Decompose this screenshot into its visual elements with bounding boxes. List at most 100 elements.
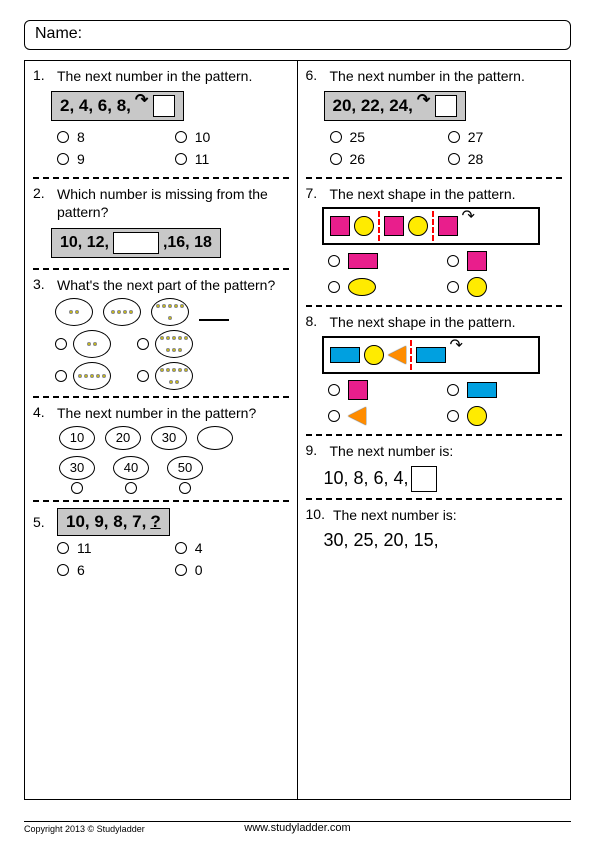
radio[interactable] xyxy=(447,384,459,396)
q6-sequence-box: 20, 22, 24, ↷ xyxy=(324,91,466,121)
blank-square xyxy=(411,466,437,492)
q8-text: The next shape in the pattern. xyxy=(330,313,563,331)
pink-rect-icon xyxy=(348,253,378,269)
q3-number: 3. xyxy=(33,276,49,292)
q5-sequence: 10, 9, 8, 7, xyxy=(66,512,146,532)
question-4: 4. The next number in the pattern? 10 20… xyxy=(33,404,289,494)
worksheet: 1. The next number in the pattern. 2, 4,… xyxy=(24,60,571,800)
choice-label: 26 xyxy=(350,151,366,167)
q10-number: 10. xyxy=(306,506,325,522)
yellow-circle-icon xyxy=(364,345,384,365)
divider xyxy=(306,498,563,500)
choice-label: 11 xyxy=(195,151,210,167)
orange-triangle-icon xyxy=(388,346,406,364)
q2-seq-left: 10, 12, xyxy=(60,234,109,252)
q1-sequence-box: 2, 4, 6, 8, ↷ xyxy=(51,91,184,121)
blue-rect-icon xyxy=(416,347,446,363)
q3-text: What's the next part of the pattern? xyxy=(57,276,289,294)
choice-label: 6 xyxy=(77,562,85,578)
radio[interactable] xyxy=(71,482,83,494)
radio[interactable] xyxy=(175,542,187,554)
radio[interactable] xyxy=(179,482,191,494)
q9-text: The next number is: xyxy=(330,442,563,460)
radio[interactable] xyxy=(328,384,340,396)
radio[interactable] xyxy=(175,131,187,143)
arrow-icon: ↷ xyxy=(462,206,475,226)
question-3: 3. What's the next part of the pattern? xyxy=(33,276,289,390)
radio[interactable] xyxy=(57,564,69,576)
q9-number: 9. xyxy=(306,442,322,458)
q10-text: The next number is: xyxy=(333,506,562,524)
yellow-circle-icon xyxy=(354,216,374,236)
dot-oval xyxy=(55,298,93,326)
footer-url: www.studyladder.com xyxy=(0,822,595,834)
q4-text: The next number in the pattern? xyxy=(57,404,289,422)
blue-rect-icon xyxy=(467,382,497,398)
number-oval: 50 xyxy=(167,456,203,480)
radio[interactable] xyxy=(175,564,187,576)
radio[interactable] xyxy=(330,131,342,143)
q6-sequence: 20, 22, 24, xyxy=(333,96,413,116)
radio[interactable] xyxy=(55,338,67,350)
question-10: 10. The next number is: 30, 25, 20, 15, xyxy=(306,506,563,551)
radio[interactable] xyxy=(125,482,137,494)
radio[interactable] xyxy=(447,281,459,293)
q7-pattern-box: ↷ xyxy=(322,207,540,245)
radio[interactable] xyxy=(57,542,69,554)
radio[interactable] xyxy=(448,153,460,165)
number-oval: 30 xyxy=(59,456,95,480)
radio[interactable] xyxy=(328,255,340,267)
radio[interactable] xyxy=(57,131,69,143)
q7-text: The next shape in the pattern. xyxy=(330,185,563,203)
q2-sequence-box: 10, 12, ,16, 18 xyxy=(51,228,221,258)
radio[interactable] xyxy=(448,131,460,143)
blank-square xyxy=(153,95,175,117)
radio[interactable] xyxy=(137,338,149,350)
question-5: 5. 10, 9, 8, 7, ? 11 4 6 0 xyxy=(33,508,289,582)
radio[interactable] xyxy=(55,370,67,382)
dot-oval xyxy=(151,298,189,326)
choice-label: 8 xyxy=(77,129,85,145)
blue-rect-icon xyxy=(330,347,360,363)
q2-seq-right: ,16, 18 xyxy=(163,234,212,252)
choice-label: 28 xyxy=(468,151,484,167)
radio[interactable] xyxy=(57,153,69,165)
pink-square-icon xyxy=(438,216,458,236)
divider xyxy=(33,500,289,502)
dot-oval xyxy=(155,330,193,358)
q8-pattern-box: ↷ xyxy=(322,336,540,374)
q6-number: 6. xyxy=(306,67,322,83)
radio[interactable] xyxy=(175,153,187,165)
radio[interactable] xyxy=(328,281,340,293)
yellow-circle-icon xyxy=(467,277,487,297)
radio[interactable] xyxy=(137,370,149,382)
arrow-icon: ↷ xyxy=(417,90,430,110)
question-8: 8. The next shape in the pattern. ↷ xyxy=(306,313,563,427)
number-oval: 20 xyxy=(105,426,141,450)
divider-dash xyxy=(432,211,434,241)
q4-number: 4. xyxy=(33,404,49,420)
choice-label: 10 xyxy=(195,129,211,145)
divider xyxy=(33,177,289,179)
pink-square-icon xyxy=(384,216,404,236)
dot-oval xyxy=(103,298,141,326)
name-field[interactable]: Name: xyxy=(24,20,571,50)
radio[interactable] xyxy=(447,255,459,267)
name-label: Name: xyxy=(35,25,82,42)
blank-line xyxy=(199,303,229,321)
divider xyxy=(33,268,289,270)
radio[interactable] xyxy=(330,153,342,165)
question-2: 2. Which number is missing from the patt… xyxy=(33,185,289,261)
radio[interactable] xyxy=(328,410,340,422)
number-oval: 10 xyxy=(59,426,95,450)
q1-sequence: 2, 4, 6, 8, xyxy=(60,96,131,116)
divider xyxy=(306,305,563,307)
pink-square-icon xyxy=(348,380,368,400)
question-7: 7. The next shape in the pattern. ↷ xyxy=(306,185,563,299)
choice-label: 25 xyxy=(350,129,366,145)
yellow-ellipse-icon xyxy=(348,278,376,296)
radio[interactable] xyxy=(447,410,459,422)
q5-number: 5. xyxy=(33,514,49,530)
number-oval-blank xyxy=(197,426,233,450)
blank-wide xyxy=(113,232,159,254)
